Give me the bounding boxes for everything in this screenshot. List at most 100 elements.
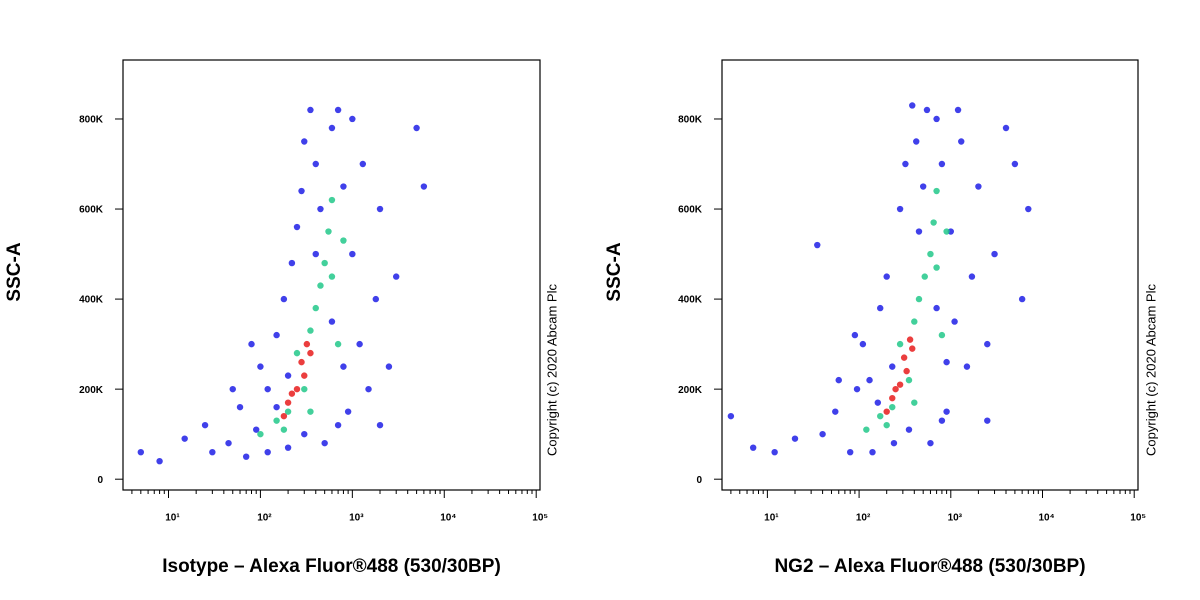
data-point xyxy=(420,183,428,190)
y-axis-label: SSC-A xyxy=(4,242,25,301)
data-point xyxy=(874,399,882,406)
data-point xyxy=(298,358,305,366)
data-point xyxy=(288,259,296,267)
data-point xyxy=(896,381,904,388)
data-point xyxy=(938,417,946,424)
data-point xyxy=(919,183,927,190)
data-point xyxy=(923,106,931,114)
panel: 10¹ 10² 10³ 10⁴ 10⁵ 0 200K 400K 600K 800K NG2 – Al… xyxy=(604,59,1158,577)
data-point xyxy=(284,372,292,379)
data-point xyxy=(334,421,342,429)
data-point xyxy=(328,318,336,325)
data-point xyxy=(321,259,328,267)
data-point xyxy=(814,241,821,249)
data-point xyxy=(853,385,861,393)
data-point xyxy=(312,304,319,312)
y-axis-label: SSC-A xyxy=(604,242,625,301)
data-point xyxy=(307,327,314,334)
data-point xyxy=(930,219,937,226)
data-point xyxy=(984,340,991,348)
data-point xyxy=(749,444,757,451)
data-point xyxy=(859,340,867,348)
data-point xyxy=(284,399,292,406)
data-point xyxy=(951,318,958,325)
data-point xyxy=(909,102,916,109)
data-point xyxy=(866,376,873,384)
y-tick-label: 200K xyxy=(678,385,703,396)
data-point xyxy=(906,336,914,343)
x-tick-label: 10² xyxy=(856,513,871,524)
data-point xyxy=(264,448,271,456)
data-point xyxy=(349,250,356,258)
data-point xyxy=(344,408,352,415)
data-point xyxy=(301,430,308,438)
data-point xyxy=(288,390,296,397)
data-point xyxy=(321,439,328,447)
data-point xyxy=(892,385,899,393)
data-point xyxy=(896,205,904,213)
x-tick-label: 10⁵ xyxy=(1130,513,1146,524)
data-point xyxy=(365,385,372,393)
data-point xyxy=(328,196,336,204)
data-point xyxy=(819,430,826,438)
x-tick-label: 10³ xyxy=(349,513,364,524)
data-point xyxy=(883,273,890,280)
data-point xyxy=(927,439,934,447)
data-point xyxy=(301,138,308,145)
data-point xyxy=(991,250,998,258)
y-tick-label: 800K xyxy=(79,115,104,126)
x-tick-label: 10² xyxy=(257,513,272,524)
data-point xyxy=(340,237,347,244)
data-point xyxy=(911,399,918,406)
x-tick-label: 10¹ xyxy=(764,513,779,524)
x-tick-label: 10³ xyxy=(948,513,963,524)
data-point xyxy=(943,358,950,366)
data-point xyxy=(846,448,854,456)
data-point xyxy=(225,439,232,447)
data-point xyxy=(984,417,991,424)
data-point xyxy=(905,426,913,433)
data-point xyxy=(1011,160,1019,168)
y-tick-label: 0 xyxy=(696,475,702,486)
data-point xyxy=(372,295,380,303)
y-tick-label: 400K xyxy=(79,295,104,306)
data-point xyxy=(284,408,292,415)
data-point xyxy=(273,403,280,411)
data-point xyxy=(137,448,145,456)
data-point xyxy=(896,340,904,348)
data-point xyxy=(248,340,255,348)
data-point xyxy=(257,363,264,370)
data-point xyxy=(236,403,244,411)
data-point xyxy=(349,115,356,123)
data-point xyxy=(307,349,314,357)
data-point xyxy=(890,439,898,447)
x-tick-label: 10⁵ xyxy=(532,513,548,524)
data-point xyxy=(915,228,923,235)
data-point xyxy=(303,340,311,348)
data-point xyxy=(376,421,384,429)
x-axis-label: NG2 – Alexa Fluor®488 (530/30BP) xyxy=(774,556,1085,577)
data-point xyxy=(913,138,920,145)
data-point xyxy=(889,403,896,411)
data-point xyxy=(883,408,890,415)
data-point xyxy=(317,205,324,213)
data-point xyxy=(334,106,342,114)
data-point xyxy=(328,273,336,280)
data-point xyxy=(307,408,314,415)
data-point xyxy=(954,106,962,114)
data-point xyxy=(889,363,896,370)
data-point xyxy=(284,444,292,451)
data-point xyxy=(943,228,950,235)
y-tick-label: 600K xyxy=(678,205,703,216)
data-point xyxy=(877,304,884,312)
data-point xyxy=(293,223,301,231)
data-point xyxy=(933,187,940,195)
data-point xyxy=(938,331,946,339)
data-point xyxy=(900,354,908,361)
data-point xyxy=(1002,124,1010,132)
data-point xyxy=(938,160,946,168)
data-point xyxy=(968,273,976,280)
data-point xyxy=(889,394,896,402)
data-point xyxy=(156,457,163,465)
data-point xyxy=(273,417,280,424)
